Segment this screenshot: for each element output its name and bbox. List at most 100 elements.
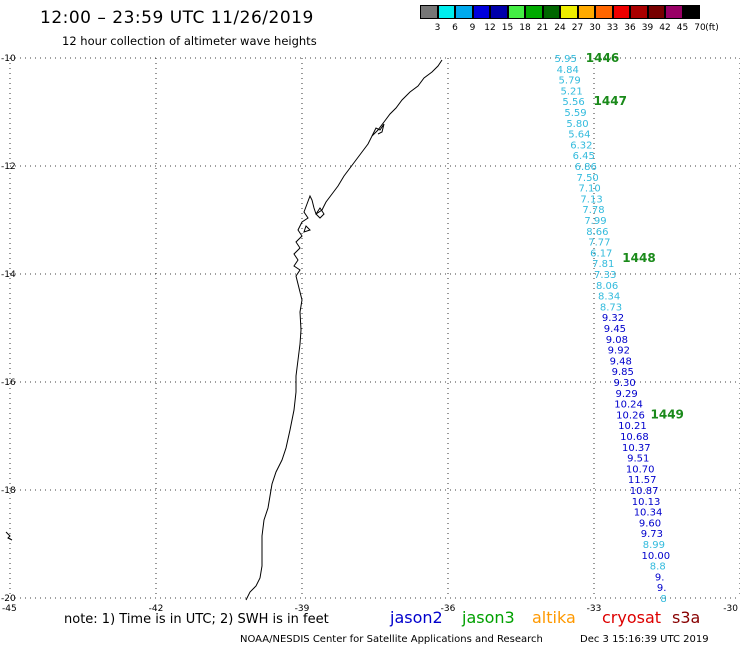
wave-height-value: 11.57 — [628, 475, 657, 486]
wave-height-value: 9.30 — [614, 378, 636, 389]
axis-tick-labels: -45 -42 -39 -36 -33 -30 -10 -12 -14 -16 -18 -20 — [1, 54, 738, 614]
legend-bin-label: 33 — [606, 23, 619, 33]
wave-height-value: 9.29 — [615, 389, 637, 400]
wave-height-value: 7.81 — [592, 259, 614, 270]
wave-height-value: 10.21 — [618, 421, 647, 432]
legend-swatch — [612, 5, 630, 19]
satellite-legend-s3a: s3a — [672, 608, 701, 627]
wave-height-value: 9.08 — [606, 335, 628, 346]
bay-inlet — [371, 123, 385, 137]
wave-height-value: 7.99 — [584, 216, 606, 227]
wave-height-value: 10.24 — [614, 400, 643, 411]
wave-height-value: 8.8 — [650, 562, 666, 573]
wave-height-value: 5.95 — [555, 54, 577, 65]
wave-height-value: 5.59 — [564, 108, 586, 119]
footer-note: note: 1) Time is in UTC; 2) SWH is in fe… — [64, 612, 329, 627]
wave-height-value: 6.17 — [590, 248, 612, 259]
credit-line: NOAA/NESDIS Center for Satellite Applica… — [240, 634, 543, 645]
wave-height-value: 5.79 — [559, 76, 581, 87]
wave-height-value: 5.56 — [562, 97, 584, 108]
wave-height-value: 10.68 — [620, 432, 649, 443]
wave-height-value: 9.45 — [604, 324, 626, 335]
legend-swatch — [665, 5, 683, 19]
pass-number-label: 1446 — [586, 51, 619, 65]
wave-height-value: 9.48 — [610, 356, 632, 367]
wave-height-value: 7.78 — [582, 205, 604, 216]
wave-height-value: 8.99 — [643, 540, 665, 551]
legend-bin-label: 36 — [624, 23, 636, 33]
wave-height-value: 5.21 — [560, 86, 582, 97]
wave-height-value: 8.34 — [598, 292, 620, 303]
wave-height-value: 7.13 — [580, 194, 602, 205]
pass-labels: 1446 1447 1448 1449 — [586, 51, 684, 421]
legend-bin-label: 6 — [452, 23, 458, 33]
altimeter-track: 5.954.845.795.215.565.595.805.646.326.45… — [555, 54, 670, 605]
wave-height-value: 9.73 — [641, 529, 663, 540]
legend-swatch — [490, 5, 508, 19]
pass-number-label: 1447 — [594, 94, 627, 108]
island-detail — [303, 207, 325, 233]
legend-bin-label: 15 — [501, 23, 514, 33]
wave-height-value: 9.32 — [602, 313, 624, 324]
legend-bin-label: 45 — [676, 23, 689, 33]
lat-tick-label: -16 — [1, 378, 16, 388]
wave-height-value: 7.50 — [577, 173, 599, 184]
wave-height-value: 8.06 — [596, 281, 618, 292]
lon-tick-label: -36 — [441, 604, 456, 614]
legend-bin-label: 70 — [694, 23, 706, 33]
legend-swatch — [437, 5, 455, 19]
coastline — [245, 59, 443, 601]
lat-tick-label: -12 — [1, 162, 16, 172]
legend-swatch — [560, 5, 578, 19]
legend-bin-label: 12 — [484, 23, 496, 33]
wave-height-value: 8.73 — [600, 302, 622, 313]
wave-height-value: 9. — [655, 572, 665, 583]
legend-swatch — [420, 5, 438, 19]
lon-tick-label: -45 — [2, 604, 17, 614]
coastline-path — [245, 59, 443, 601]
wave-height-value: 5.80 — [566, 119, 588, 130]
legend-swatch — [472, 5, 490, 19]
wave-height-value: 7.77 — [588, 238, 610, 249]
wave-height-value: 6.32 — [570, 140, 592, 151]
legend-bin-label: 24 — [554, 23, 566, 33]
legend-swatch — [525, 5, 543, 19]
page-subtitle: 12 hour collection of altimeter wave hei… — [62, 34, 317, 48]
legend-unit: (ft) — [705, 23, 719, 33]
legend-bin-label: 9 — [469, 23, 476, 33]
legend-swatch — [577, 5, 595, 19]
wave-height-value: 10.00 — [641, 551, 670, 562]
legend-swatch — [630, 5, 648, 19]
legend-bin-label: 42 — [659, 23, 671, 33]
wave-height-value: 9.51 — [627, 454, 649, 465]
wave-height-value: 10.87 — [630, 486, 659, 497]
wave-height-value: 8 — [660, 594, 666, 605]
wave-height-value: 9.60 — [639, 518, 661, 529]
wave-height-value: 7.10 — [578, 184, 600, 195]
generation-timestamp: Dec 3 15:16:39 UTC 2019 — [580, 634, 709, 645]
legend-bin-label: 21 — [536, 23, 549, 33]
legend-bin-label: 3 — [434, 23, 441, 33]
wave-height-value: 4.84 — [557, 65, 579, 76]
lon-tick-label: -30 — [723, 604, 738, 614]
wave-height-value: 5.64 — [568, 130, 590, 141]
legend-swatch — [595, 5, 613, 19]
wave-height-value: 9. — [657, 583, 667, 594]
pass-number-label: 1449 — [651, 407, 684, 421]
wave-height-value: 10.34 — [634, 508, 663, 519]
legend-swatch — [647, 5, 665, 19]
legend-swatch — [542, 5, 560, 19]
wave-height-value: 6.86 — [575, 162, 597, 173]
lon-tick-label: -33 — [587, 604, 602, 614]
wave-height-value: 7.33 — [594, 270, 616, 281]
satellite-legend-altika: altika — [532, 608, 576, 627]
map-grid — [9, 57, 740, 599]
wave-height-value: 10.70 — [626, 464, 655, 475]
legend-bin-label: 30 — [589, 23, 601, 33]
wave-height-value: 6.45 — [573, 151, 595, 162]
wave-height-value: 8.66 — [586, 227, 608, 238]
wave-height-value: 10.13 — [632, 497, 661, 508]
legend-bin-label: 27 — [571, 23, 584, 33]
satellite-legend-cryosat: cryosat — [602, 608, 662, 627]
